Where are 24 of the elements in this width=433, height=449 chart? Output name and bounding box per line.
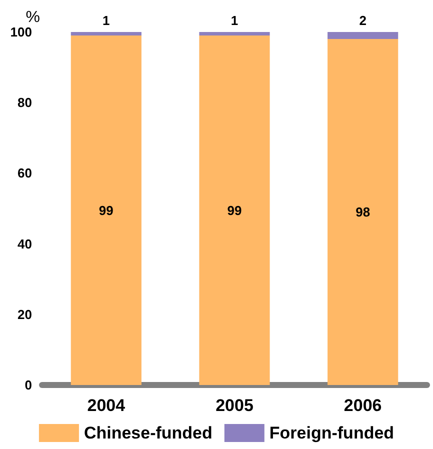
- y-tick-label: 60: [18, 166, 32, 181]
- bar: [199, 32, 270, 36]
- y-tick-label: 0: [24, 378, 32, 392]
- x-tick-label: 2006: [344, 396, 382, 415]
- data-label: 99: [227, 202, 242, 218]
- bar: [328, 39, 398, 385]
- data-label: 99: [98, 202, 114, 218]
- bar: [199, 36, 270, 385]
- y-tick-label: 20: [18, 306, 32, 322]
- y-tick-label: 80: [18, 95, 32, 110]
- data-label: 2: [359, 13, 366, 28]
- x-tick-label: 2004: [87, 396, 126, 415]
- y-axis-title: %: [26, 9, 40, 26]
- data-label: 1: [230, 13, 238, 28]
- legend-label: Chinese-funded: [84, 424, 212, 442]
- data-label: 98: [356, 204, 370, 220]
- y-tick-label: 100: [10, 24, 32, 40]
- bar: [70, 36, 142, 385]
- bar: [328, 32, 398, 40]
- bar: [70, 32, 142, 36]
- x-tick-label: 2005: [216, 396, 254, 415]
- legend-label: Foreign-funded: [269, 424, 394, 442]
- y-tick-label: 40: [18, 236, 32, 252]
- data-label: 1: [102, 13, 110, 28]
